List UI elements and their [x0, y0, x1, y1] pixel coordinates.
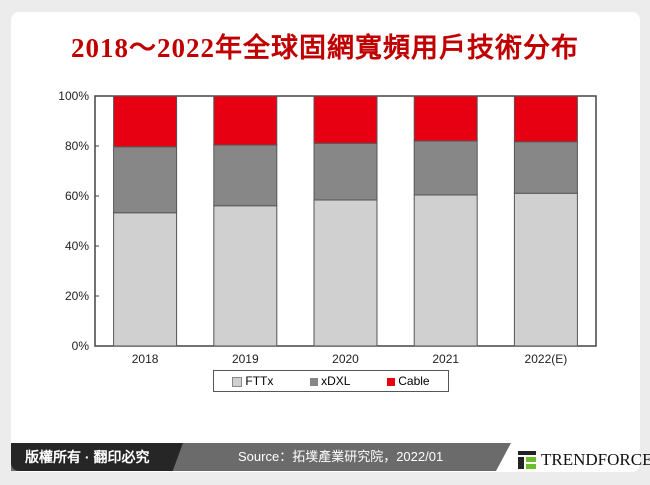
bar-fttx-2019: [213, 205, 278, 347]
bar-fttx-2022(E): [513, 192, 578, 347]
chart-title: 2018～2022年全球固網寬頻用戶技術分布: [71, 33, 579, 63]
y-tick-label: 20%: [65, 289, 89, 303]
bar-xdxl-2021: [413, 140, 478, 196]
copyright-label: 版權所有 · 翻印必究: [11, 443, 183, 471]
legend: FTTx xDXL Cable: [213, 370, 449, 392]
x-tick-label: 2021: [432, 352, 459, 366]
legend-item-cable: Cable: [387, 374, 430, 388]
source-text: Source：拓墣產業研究院，2022/01: [238, 449, 444, 464]
bar-fttx-2021: [413, 194, 478, 347]
bar-cable-2021: [413, 95, 478, 142]
x-tick-label: 2020: [332, 352, 359, 366]
bar-cable-2020: [313, 95, 378, 144]
bar-xdxl-2022(E): [513, 141, 578, 194]
bar-cable-2022(E): [513, 95, 578, 143]
bar-fttx-2018: [113, 212, 178, 347]
x-tick-label: 2022(E): [525, 352, 568, 366]
bar-xdxl-2019: [213, 144, 278, 207]
y-tick-label: 0%: [72, 339, 90, 353]
x-tick-label: 2018: [132, 352, 159, 366]
legend-item-xdxl: xDXL: [310, 374, 350, 388]
trendforce-logo: TRENDFORCE: [518, 450, 650, 470]
y-tick-label: 80%: [65, 139, 89, 153]
bar-cable-2018: [113, 95, 178, 148]
bar-fttx-2020: [313, 199, 378, 347]
x-tick-label: 2019: [232, 352, 259, 366]
legend-item-fttx: FTTx: [232, 374, 273, 388]
y-tick-label: 40%: [65, 239, 89, 253]
bar-xdxl-2020: [313, 142, 378, 201]
bar-xdxl-2018: [113, 146, 178, 214]
trendforce-logo-icon: [518, 451, 536, 469]
y-tick-label: 60%: [65, 189, 89, 203]
y-tick-label: 100%: [58, 89, 89, 103]
bar-cable-2019: [213, 95, 278, 146]
